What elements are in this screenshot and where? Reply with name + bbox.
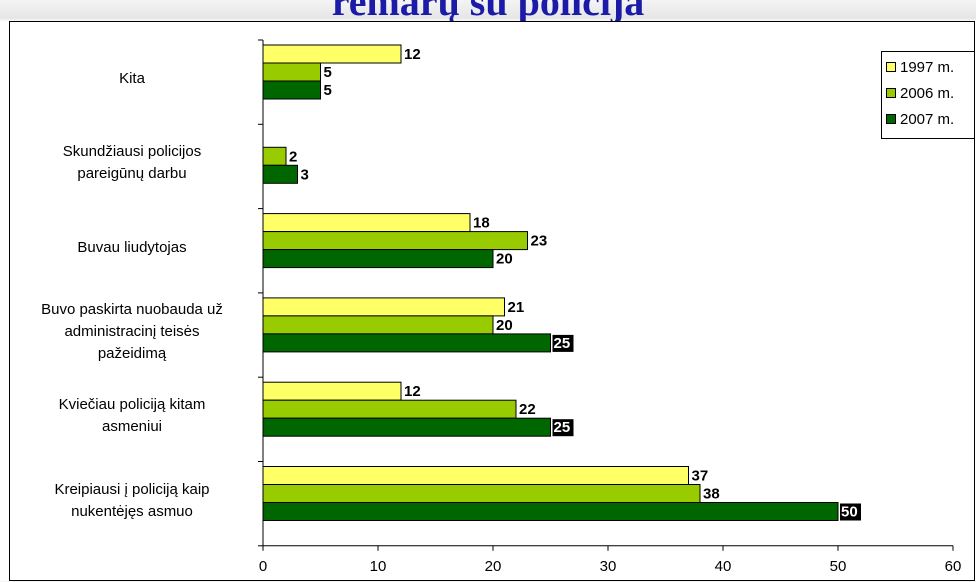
value-label: 37 — [692, 468, 709, 485]
slide-title: remarų su policija — [331, 0, 645, 24]
value-label: 21 — [508, 299, 525, 316]
bar — [262, 249, 494, 269]
legend-swatch-1997 — [886, 62, 896, 72]
category-label: Kita — [2, 68, 262, 90]
bar — [262, 381, 402, 401]
x-tick-label: 0 — [259, 558, 267, 575]
value-label: 12 — [404, 46, 421, 63]
category-label: Kviečiau policiją kitam asmeniui — [2, 394, 262, 438]
bar — [262, 146, 287, 166]
bar — [262, 484, 701, 503]
legend: 1997 m. 2006 m. 2007 m. — [881, 51, 975, 139]
bar — [262, 502, 839, 521]
bar — [262, 231, 528, 251]
category-label: Skundžiausi policijos pareigūnų darbu — [2, 141, 262, 185]
category-label-line: Skundžiausi policijos — [62, 143, 202, 161]
category-label-line: Buvau liudytojas — [77, 238, 187, 256]
bar — [262, 297, 505, 317]
bar — [262, 417, 551, 437]
bar — [262, 399, 517, 419]
value-label: 5 — [324, 82, 332, 99]
value-label: 2 — [289, 148, 297, 165]
bar — [262, 213, 471, 233]
x-tick-label: 20 — [485, 558, 502, 575]
legend-swatch-2007 — [886, 114, 896, 124]
legend-item-2007: 2007 m. — [886, 106, 970, 132]
category-label: Kreipiausi į policiją kaip nukentėjęs asm… — [2, 479, 262, 523]
x-tick-label: 50 — [830, 558, 847, 575]
value-label-bg — [552, 334, 574, 352]
category-label-line: Buvo paskirta nuobauda už — [41, 301, 223, 319]
x-tick-label: 60 — [945, 558, 962, 575]
category-label-line: pareigūnų darbu — [77, 165, 187, 183]
value-label: 20 — [496, 317, 513, 334]
bar — [262, 44, 402, 64]
bar — [262, 80, 321, 100]
value-label: 50 — [841, 504, 858, 521]
bar-chart: 0 10 20 30 40 50 60125523182320212025122225373… — [258, 39, 962, 575]
category-label: Buvo paskirta nuobauda už administracinį … — [2, 299, 262, 365]
category-label-line: Kreipiausi į policiją kaip — [54, 480, 210, 498]
bar — [262, 315, 494, 335]
value-label: 18 — [473, 215, 490, 232]
value-label: 5 — [324, 64, 332, 81]
category-label: Buvau liudytojas — [2, 237, 262, 259]
x-tick-label: 30 — [600, 558, 617, 575]
x-tick-label: 40 — [715, 558, 732, 575]
x-tick-label: 10 — [370, 558, 387, 575]
category-label-line: administracinį teisės — [64, 323, 200, 341]
category-label-line: pažeidimą — [97, 345, 167, 363]
category-label-line: nukentėjęs asmuo — [71, 502, 193, 520]
category-label-line: Kita — [119, 70, 145, 88]
value-label: 38 — [703, 486, 720, 503]
value-label: 12 — [404, 383, 421, 400]
bar — [262, 164, 298, 184]
legend-label-2007: 2007 m. — [900, 110, 955, 128]
value-label: 22 — [519, 401, 536, 418]
value-label: 25 — [554, 335, 571, 352]
value-label: 20 — [496, 251, 513, 268]
category-label-line: Kviečiau policiją kitam — [58, 396, 206, 414]
legend-label-2006: 2006 m. — [900, 84, 955, 102]
category-label-line: asmeniui — [101, 418, 163, 436]
chart-frame: 0 10 20 30 40 50 60 12 5 5 2 3 18 23 20 21 20 25 12 22 25 37 3… — [9, 21, 975, 581]
value-label-bg — [552, 419, 574, 437]
bar — [262, 62, 321, 82]
value-label: 23 — [531, 233, 548, 250]
value-label: 3 — [301, 166, 309, 183]
value-label: 25 — [554, 419, 571, 436]
legend-item-2006: 2006 m. — [886, 80, 970, 106]
legend-swatch-2006 — [886, 88, 896, 98]
bar — [262, 333, 551, 353]
value-label-bg — [840, 503, 861, 521]
bar — [262, 466, 689, 485]
legend-item-1997: 1997 m. — [886, 54, 970, 80]
legend-label-1997: 1997 m. — [900, 58, 955, 76]
